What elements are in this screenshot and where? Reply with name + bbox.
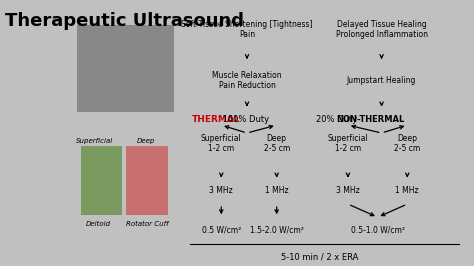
Text: 0.5 W/cm²: 0.5 W/cm² <box>201 226 241 235</box>
Text: 5-10 min / 2 x ERA: 5-10 min / 2 x ERA <box>281 252 358 261</box>
Text: Soft Tissue Shortening [Tightness]
Pain: Soft Tissue Shortening [Tightness] Pain <box>181 20 313 39</box>
Text: Deltoid: Deltoid <box>86 221 111 227</box>
Text: Therapeutic Ultrasound: Therapeutic Ultrasound <box>5 12 244 30</box>
Text: Deep
2-5 cm: Deep 2-5 cm <box>264 134 290 153</box>
FancyBboxPatch shape <box>126 146 168 215</box>
Text: Muscle Relaxation
Pain Reduction: Muscle Relaxation Pain Reduction <box>212 71 282 90</box>
Text: Rotator Cuff: Rotator Cuff <box>126 221 169 227</box>
Text: 20% Duty: 20% Duty <box>316 115 363 124</box>
Text: Superficial
1-2 cm: Superficial 1-2 cm <box>328 134 368 153</box>
Text: 3 MHz: 3 MHz <box>210 186 233 196</box>
Text: THERMAL: THERMAL <box>191 115 240 124</box>
Text: Superficial
1-2 cm: Superficial 1-2 cm <box>201 134 242 153</box>
Text: 3 MHz: 3 MHz <box>336 186 360 196</box>
Text: 1 MHz: 1 MHz <box>265 186 289 196</box>
Text: 1.5-2.0 W/cm²: 1.5-2.0 W/cm² <box>250 226 304 235</box>
Text: 1 MHz: 1 MHz <box>395 186 419 196</box>
Text: Deep
2-5 cm: Deep 2-5 cm <box>394 134 420 153</box>
Text: 100% Duty: 100% Duty <box>220 115 270 124</box>
FancyBboxPatch shape <box>81 146 122 215</box>
FancyBboxPatch shape <box>77 25 174 112</box>
Text: Jumpstart Healing: Jumpstart Healing <box>347 76 416 85</box>
Text: NON-THERMAL: NON-THERMAL <box>336 115 404 124</box>
Text: Deep: Deep <box>137 138 155 144</box>
Text: Superficial: Superficial <box>76 138 113 144</box>
Text: 0.5-1.0 W/cm²: 0.5-1.0 W/cm² <box>351 226 405 235</box>
Text: Delayed Tissue Healing
Prolonged Inflammation: Delayed Tissue Healing Prolonged Inflamm… <box>336 20 428 39</box>
